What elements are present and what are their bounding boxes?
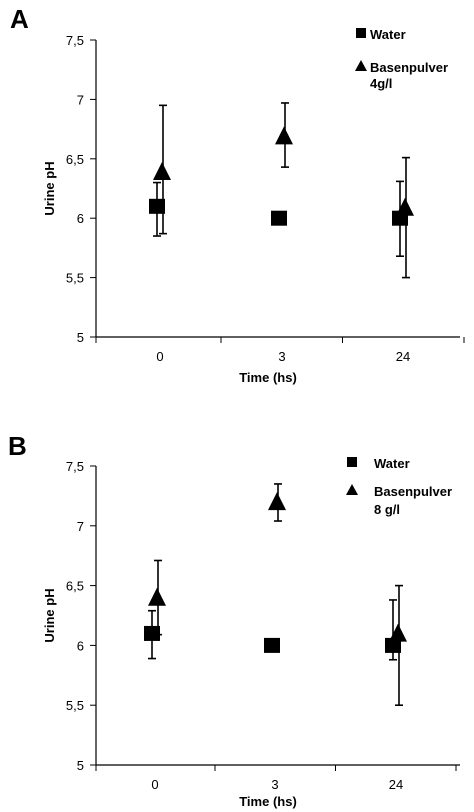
- legend-label: 4g/l: [370, 76, 392, 91]
- y-tick-label: 5,5: [66, 271, 84, 286]
- x-axis-title: Time (hs): [239, 794, 297, 809]
- legend-triangle-icon: [346, 484, 358, 495]
- data-point-triangle: [389, 623, 407, 642]
- legend-square-icon: [347, 457, 357, 467]
- x-tick-label: 3: [278, 349, 285, 364]
- y-tick-label: 7,5: [66, 459, 84, 474]
- y-tick-label: 5: [77, 330, 84, 345]
- legend-label: Water: [374, 456, 410, 471]
- data-point-triangle: [153, 162, 171, 181]
- legend-entry: Water: [356, 27, 406, 42]
- legend-label: Basenpulver: [370, 60, 448, 75]
- y-tick-label: 6,5: [66, 579, 84, 594]
- y-axis-title: Urine pH: [42, 161, 57, 215]
- data-point-triangle: [396, 197, 414, 216]
- y-tick-label: 7: [77, 92, 84, 107]
- legend-label: 8 g/l: [374, 502, 400, 517]
- y-tick-label: 5: [77, 758, 84, 773]
- chart-panel-a: A 5 5,5 6 6,5 7 7,5 0 3 24 Time (hs) Urine pH Water B…: [10, 4, 465, 385]
- data-point-triangle: [148, 587, 166, 606]
- y-tick-label: 5,5: [66, 698, 84, 713]
- data-point-square: [149, 198, 165, 214]
- x-tick-label: 3: [271, 777, 278, 792]
- legend-triangle-icon: [355, 60, 367, 71]
- data-point-square: [264, 637, 280, 653]
- data-point-square: [271, 210, 287, 226]
- data-point-square: [385, 637, 401, 653]
- y-tick-label: 6: [77, 211, 84, 226]
- y-tick-label: 7: [77, 519, 84, 534]
- legend-entry: Basenpulver 8 g/l: [346, 484, 452, 517]
- panel-label: B: [8, 431, 27, 461]
- y-tick-label: 6,5: [66, 152, 84, 167]
- data-point-triangle: [275, 126, 293, 145]
- y-axis-title: Urine pH: [42, 588, 57, 642]
- legend-square-icon: [356, 28, 366, 38]
- legend-label: Basenpulver: [374, 484, 452, 499]
- x-axis-title: Time (hs): [239, 370, 297, 385]
- y-tick-label: 6: [77, 638, 84, 653]
- x-tick-label: 0: [156, 349, 163, 364]
- legend-label: Water: [370, 27, 406, 42]
- x-tick-label: 24: [389, 777, 403, 792]
- legend-entry: Water: [347, 456, 410, 471]
- panel-label: A: [10, 4, 29, 34]
- y-tick-label: 7,5: [66, 33, 84, 48]
- data-point-square: [144, 625, 160, 641]
- x-tick-label: 24: [396, 349, 410, 364]
- data-point-triangle: [268, 492, 286, 511]
- x-tick-label: 0: [151, 777, 158, 792]
